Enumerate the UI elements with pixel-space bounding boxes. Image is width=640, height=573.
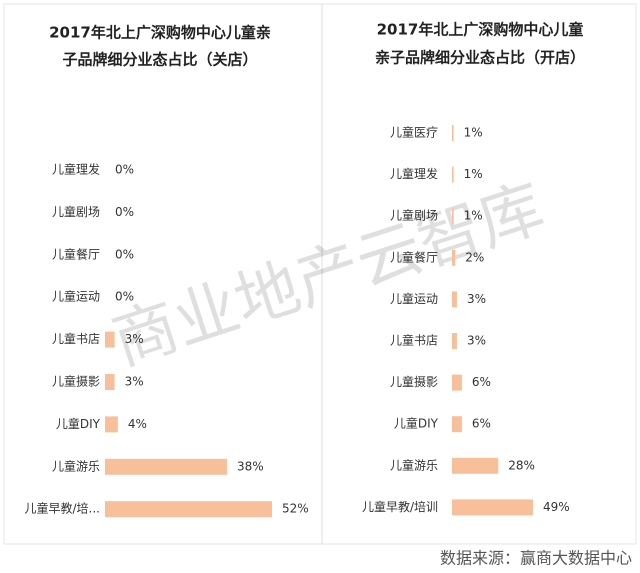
category-label: 儿童理发 (52, 162, 100, 177)
value-label: 2% (465, 250, 484, 264)
category-label: 儿童DIY (56, 416, 101, 431)
bar (105, 374, 115, 390)
value-label: 1% (464, 209, 483, 223)
value-label: 1% (464, 167, 483, 181)
category-label: 儿童餐厅 (52, 246, 100, 261)
category-label: 儿童理发 (390, 166, 438, 181)
category-label: 儿童剧场 (52, 204, 100, 219)
value-label: 3% (125, 332, 144, 346)
category-label: 儿童剧场 (390, 208, 438, 223)
bar (105, 331, 115, 348)
value-label: 0% (115, 290, 134, 304)
bar (452, 166, 454, 183)
category-label: 儿童摄影 (390, 374, 438, 389)
bar (452, 125, 454, 141)
value-label: 0% (115, 163, 134, 177)
watermark: 商业地产云智库 (104, 171, 553, 380)
value-label: 0% (115, 247, 134, 261)
category-label: 儿童游乐 (52, 458, 100, 473)
chart-title: 子品牌细分业态占比（关店） (62, 51, 257, 69)
bar (105, 416, 118, 433)
category-label: 儿童早教/培训 (362, 499, 438, 514)
source: 数据来源：赢商大数据中心 (440, 549, 632, 568)
bar (452, 416, 462, 433)
category-label: 儿童书店 (390, 333, 438, 348)
category-label: 儿童游乐 (390, 457, 438, 472)
value-label: 28% (508, 458, 535, 472)
value-label: 6% (472, 417, 491, 431)
bar (452, 499, 533, 516)
value-label: 3% (125, 375, 144, 389)
value-label: 3% (467, 292, 486, 306)
value-label: 0% (115, 205, 134, 219)
bar (105, 458, 228, 475)
value-label: 4% (128, 417, 147, 431)
category-label: 儿童DIY (394, 416, 439, 431)
value-label: 1% (464, 126, 483, 140)
bar (452, 249, 456, 266)
value-label: 38% (237, 459, 264, 473)
category-label: 儿童餐厅 (390, 249, 438, 264)
value-label: 3% (467, 334, 486, 348)
bar (105, 501, 272, 518)
bar (452, 333, 457, 349)
value-label: 52% (282, 502, 309, 516)
chart-title: 亲子品牌细分业态占比（开店） (375, 49, 585, 67)
chart-title: 2017年北上广深购物中心儿童 (377, 21, 584, 39)
value-label: 49% (543, 500, 570, 514)
category-label: 儿童早教/培... (25, 501, 101, 516)
bar (452, 374, 462, 391)
category-label: 儿童摄影 (52, 374, 100, 389)
category-label: 儿童运动 (390, 291, 438, 306)
bar (452, 457, 499, 474)
category-label: 儿童书店 (52, 331, 100, 346)
bar (452, 291, 457, 308)
bar (452, 208, 454, 225)
value-label: 6% (472, 375, 491, 389)
category-label: 儿童运动 (52, 289, 100, 304)
category-label: 儿童医疗 (390, 125, 438, 140)
chart-title: 2017年北上广深购物中心儿童亲 (49, 24, 271, 42)
frame (3, 3, 637, 545)
